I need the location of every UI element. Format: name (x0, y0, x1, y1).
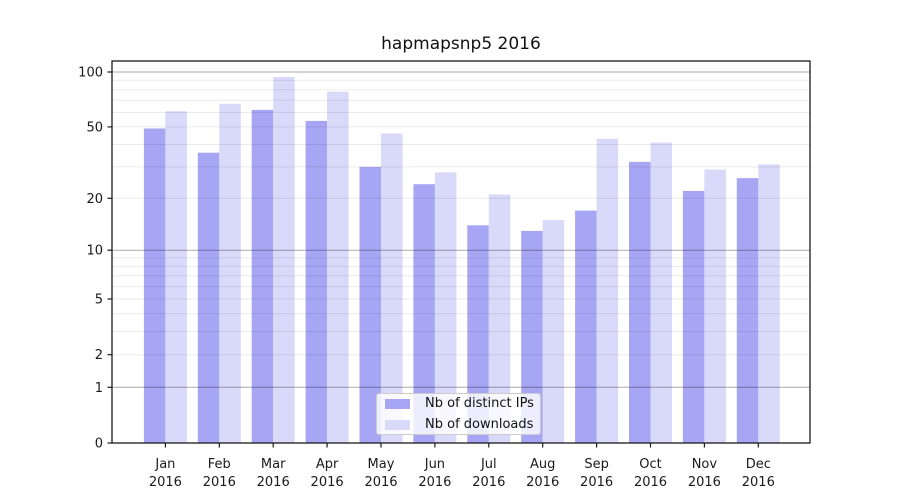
legend-swatch-downloads (385, 419, 410, 430)
x-tick-label-year-aug: 2016 (526, 475, 559, 490)
bar-downloads-dec (758, 164, 780, 443)
x-tick-label-year-dec: 2016 (742, 475, 775, 490)
legend-label-downloads: Nb of downloads (425, 417, 534, 432)
legend-swatch-distinct-ips (385, 398, 410, 409)
bar-distinct-ips-mar (251, 109, 274, 444)
y-tick-label-5: 5 (95, 293, 103, 308)
y-tick-label-2: 2 (95, 348, 103, 363)
bar-downloads-feb (219, 103, 241, 444)
x-tick-label-month-jul: Jul (480, 457, 497, 472)
x-tick-label-month-nov: Nov (692, 457, 718, 472)
bar-downloads-apr (327, 91, 349, 443)
x-tick-label-year-apr: 2016 (311, 475, 344, 490)
y-tick-label-1: 1 (95, 381, 103, 396)
bar-downloads-jun (434, 172, 457, 444)
chart-title: hapmapsnp5 2016 (381, 34, 541, 54)
bar-downloads-sep (596, 138, 619, 444)
bar-distinct-ips-jul (467, 225, 489, 443)
bar-downloads-nov (704, 169, 726, 443)
x-tick-label-year-oct: 2016 (634, 475, 667, 490)
x-tick-label-month-may: May (368, 457, 395, 472)
x-tick-label-month-dec: Dec (746, 457, 771, 472)
bar-downloads-mar (273, 76, 295, 444)
plot-border (111, 60, 811, 444)
bar-distinct-ips-jan (143, 128, 166, 443)
bar-distinct-ips-dec (736, 178, 759, 443)
bar-downloads-oct (650, 142, 672, 443)
y-tick-label-10: 10 (86, 244, 103, 259)
y-tick-label-0: 0 (95, 437, 103, 452)
x-tick-label-month-mar: Mar (261, 457, 286, 472)
x-tick-label-year-jan: 2016 (149, 475, 182, 490)
bar-distinct-ips-feb (197, 152, 220, 443)
legend-item-downloads: Nb of downloads (385, 417, 540, 432)
bar-distinct-ips-oct (629, 161, 651, 443)
y-tick-label-50: 50 (86, 120, 103, 135)
bar-distinct-ips-apr (305, 120, 328, 444)
y-tick-label-20: 20 (86, 192, 103, 207)
bar-downloads-jan (165, 111, 187, 443)
bar-distinct-ips-jun (413, 184, 435, 443)
x-tick-label-year-mar: 2016 (257, 475, 290, 490)
legend-label-distinct-ips: Nb of distinct IPs (425, 396, 534, 411)
x-tick-label-year-may: 2016 (364, 475, 397, 490)
bar-downloads-aug (542, 220, 565, 443)
x-tick-label-year-feb: 2016 (203, 475, 236, 490)
bar-distinct-ips-nov (682, 190, 705, 443)
x-tick-label-month-aug: Aug (530, 457, 555, 472)
x-tick-label-month-oct: Oct (639, 457, 661, 472)
bar-downloads-may (381, 133, 403, 443)
x-tick-label-month-feb: Feb (208, 457, 231, 472)
bar-distinct-ips-may (359, 166, 381, 443)
legend: Nb of distinct IPs Nb of downloads (376, 393, 541, 435)
x-tick-label-year-jun: 2016 (418, 475, 451, 490)
x-tick-label-year-sep: 2016 (580, 475, 613, 490)
x-tick-label-month-jun: Jun (424, 457, 445, 472)
y-tick-label-100: 100 (78, 66, 103, 81)
x-tick-label-month-jan: Jan (154, 457, 175, 472)
x-tick-label-year-jul: 2016 (472, 475, 505, 490)
x-tick-label-year-nov: 2016 (688, 475, 721, 490)
bar-distinct-ips-aug (521, 230, 543, 443)
bar-downloads-jul (488, 194, 511, 443)
x-tick-label-month-sep: Sep (584, 457, 609, 472)
x-tick-label-month-apr: Apr (316, 457, 339, 472)
bar-distinct-ips-sep (575, 210, 597, 443)
legend-item-distinct-ips: Nb of distinct IPs (385, 396, 540, 411)
